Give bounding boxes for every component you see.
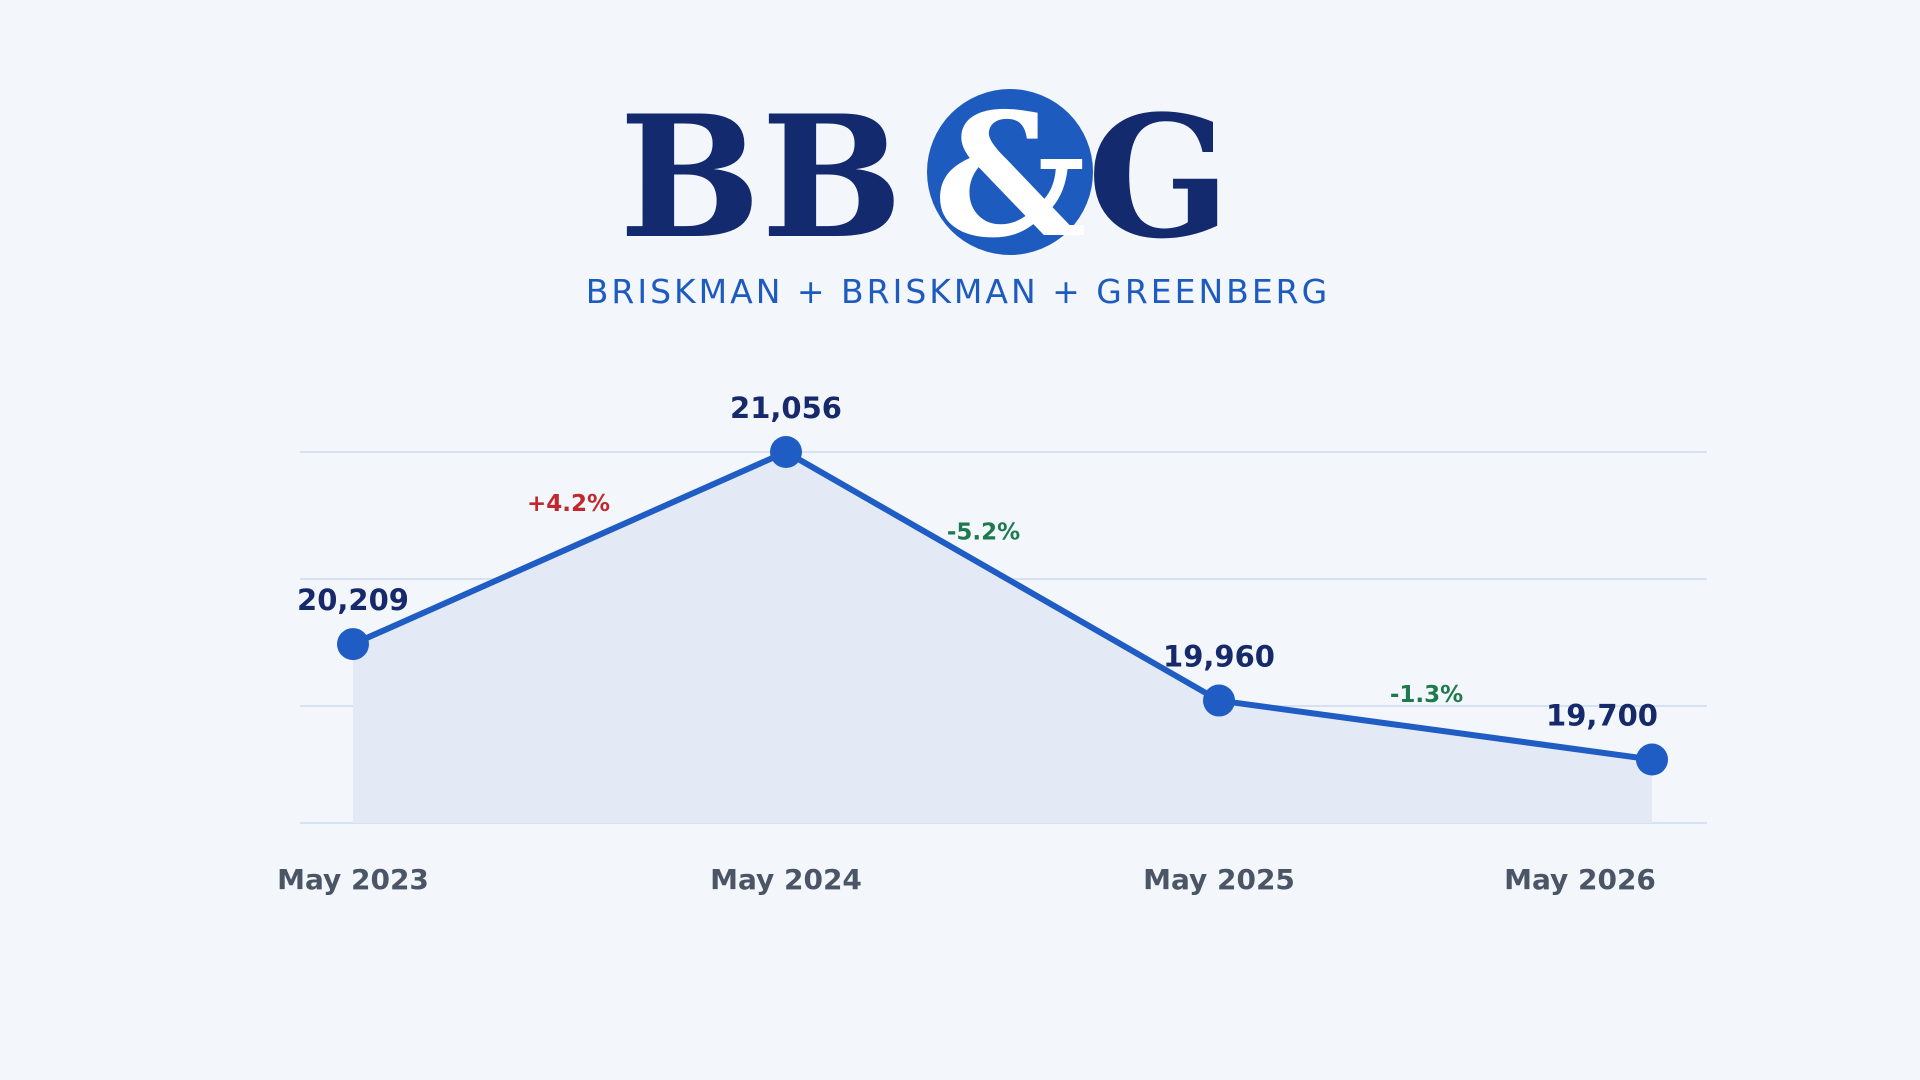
x-tick-label: May 2023	[277, 863, 429, 896]
change-label: -1.3%	[1390, 682, 1463, 708]
x-tick-label: May 2026	[1504, 863, 1656, 896]
data-label: 19,700	[1546, 699, 1658, 733]
monogram-g: G	[1087, 78, 1230, 276]
data-label: 20,209	[297, 583, 409, 617]
area-fill	[353, 452, 1652, 823]
brand-logo: BB & G BRISKMAN + BRISKMAN + GREENBERG	[586, 76, 1330, 311]
change-label: +4.2%	[527, 491, 610, 517]
data-label: 21,056	[730, 391, 842, 425]
x-axis-tick-labels: May 2023 May 2024 May 2025 May 2026	[277, 863, 1656, 896]
data-point	[770, 436, 802, 468]
data-points	[337, 436, 1668, 776]
monogram-ampersand: &	[933, 76, 1086, 276]
data-point	[1203, 684, 1235, 717]
series-line	[350, 449, 1655, 763]
data-label: 19,960	[1163, 640, 1275, 674]
data-point	[337, 628, 369, 661]
ampersand-badge-icon	[927, 89, 1093, 255]
x-tick-label: May 2024	[710, 863, 862, 896]
change-label: -5.2%	[947, 519, 1020, 545]
monogram-bb: BB	[619, 78, 903, 276]
data-point	[1636, 743, 1668, 776]
value-labels: 20,209 21,056 19,960 19,700	[297, 391, 1658, 733]
brand-tagline: BRISKMAN + BRISKMAN + GREENBERG	[586, 272, 1330, 311]
change-labels: +4.2% -5.2% -1.3%	[527, 491, 1463, 708]
x-tick-label: May 2025	[1143, 863, 1295, 896]
